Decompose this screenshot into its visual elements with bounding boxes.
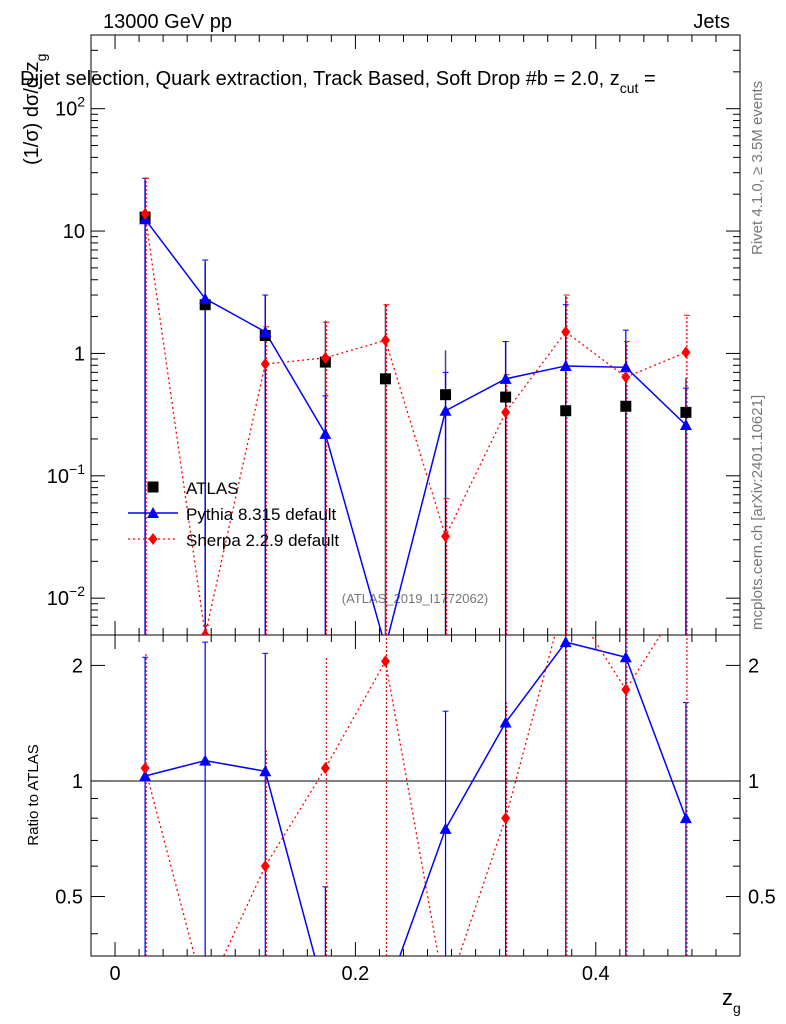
legend: ATLAS Pythia 8.315 default Sherpa 2.2.9 de… <box>128 479 339 550</box>
legend-pythia-label: Pythia 8.315 default <box>186 505 337 524</box>
x-tick-label: 0.4 <box>582 963 610 985</box>
ratio-pythia-point <box>199 754 212 766</box>
energy-label: 13000 GeV pp <box>103 11 232 33</box>
x-axis-title-sub: g <box>733 1000 741 1016</box>
ratio-sherpa-line <box>144 635 662 956</box>
ratio-sherpa-point <box>140 762 150 775</box>
mcplots-reference-label: mcplots.cern.ch [arXiv:2401.10621] <box>749 395 766 630</box>
ratio-y-tick-label-right: 0.5 <box>748 887 776 909</box>
sherpa-point <box>501 406 511 419</box>
main-y-tick-label-exp: 2 <box>77 94 85 110</box>
pythia-point <box>619 361 632 373</box>
ratio-axes: 0 0.2 0.4 0.5 0.5 1 1 2 2 <box>55 635 776 985</box>
main-y-tick-label-base: 10 <box>47 588 69 610</box>
ratio-pythia-line <box>144 641 687 956</box>
ratio-pythia-point <box>439 822 452 834</box>
pythia-line <box>144 218 687 635</box>
sherpa-point <box>681 346 691 359</box>
ratio-sherpa-point <box>320 762 330 775</box>
legend-pythia-marker <box>147 507 159 518</box>
pythia-point <box>379 641 391 652</box>
plot-title-sub: cut <box>620 80 639 96</box>
rivet-version-label: Rivet 4.1.0, ≥ 3.5M events <box>749 81 766 255</box>
main-y-tick-label-base: 10 <box>63 221 85 243</box>
x-axis-title: zg <box>722 985 741 1016</box>
pythia-point <box>439 404 452 416</box>
main-y-tick-label-base: 10 <box>47 466 69 488</box>
ratio-pythia-point <box>139 770 152 782</box>
ratio-pythia-point <box>619 651 632 663</box>
atlas-point <box>379 373 391 385</box>
plot-title: Dijet selection, Quark extraction, Track… <box>20 68 656 96</box>
sherpa-line <box>144 213 687 635</box>
main-y-tick-label-exp: −1 <box>69 461 85 477</box>
x-tick-label: 0.2 <box>342 963 370 985</box>
ratio-sherpa-point <box>501 812 511 825</box>
main-y-tick-label-base: 10 <box>55 99 77 121</box>
sherpa-point <box>621 371 631 384</box>
main-y-tick-label: 10 <box>63 221 85 243</box>
ratio-panel-frame <box>90 634 741 957</box>
ratio-sherpa-point <box>260 860 270 873</box>
ratio-axis-title: Ratio to ATLAS <box>25 744 42 845</box>
atlas-point <box>560 405 572 417</box>
legend-sherpa-marker <box>148 533 158 545</box>
ratio-y-tick-label-left: 0.5 <box>55 887 83 909</box>
main-y-tick-label: 10−1 <box>47 461 85 488</box>
atlas-point <box>500 391 512 403</box>
sherpa-point <box>140 207 150 220</box>
atlas-point <box>620 400 632 412</box>
ratio-pythia-point <box>679 812 692 824</box>
sherpa-point <box>260 357 270 370</box>
pythia-point <box>259 325 272 337</box>
ratio-sherpa-point <box>201 990 210 1002</box>
sherpa-point <box>380 334 390 347</box>
analysis-tag: (ATLAS_2019_I1772062) <box>342 591 488 606</box>
sherpa-point <box>200 629 210 635</box>
main-y-tick-label-base: 1 <box>74 343 85 365</box>
sherpa-point <box>441 530 451 543</box>
legend-atlas-label: ATLAS <box>186 479 239 498</box>
atlas-point <box>680 406 692 418</box>
x-tick-label: 0 <box>109 963 120 985</box>
pythia-point <box>559 359 572 371</box>
category-label: Jets <box>693 11 730 33</box>
sherpa-point <box>561 325 571 338</box>
y-axis-title-main: (1/σ) dσ/d z <box>21 61 43 165</box>
atlas-point <box>440 389 452 401</box>
pythia-point <box>319 427 332 439</box>
ratio-sherpa-point <box>380 655 390 668</box>
ratio-pythia-point <box>319 990 331 1001</box>
ratio-pythia-point <box>559 636 572 648</box>
pythia-point <box>499 372 512 384</box>
main-y-tick-label: 102 <box>55 94 85 121</box>
sherpa-point <box>320 351 330 364</box>
ratio-pythia-point <box>499 716 512 728</box>
legend-sherpa-label: Sherpa 2.2.9 default <box>186 531 339 550</box>
ratio-y-tick-label-left: 2 <box>72 655 83 677</box>
ratio-pythia-point <box>379 990 391 1001</box>
y-axis-title-sub: g <box>33 54 49 62</box>
main-y-tick-label-exp: −2 <box>69 583 85 599</box>
ratio-sherpa-point <box>621 683 631 696</box>
main-series <box>139 177 692 652</box>
legend-atlas-marker <box>147 481 159 493</box>
ratio-series <box>139 635 692 1002</box>
pythia-point <box>199 292 212 304</box>
ratio-pythia-point <box>259 765 272 777</box>
main-y-tick-label: 10−2 <box>47 583 85 610</box>
ratio-sherpa-point <box>441 990 450 1002</box>
main-y-tick-label: 1 <box>74 343 85 365</box>
plot-title-tail: = <box>638 68 655 90</box>
ratio-y-tick-label-left: 1 <box>72 771 83 793</box>
ratio-y-tick-label-right: 1 <box>748 771 759 793</box>
x-axis-title-main: z <box>722 985 733 1010</box>
plot-title-main: Dijet selection, Quark extraction, Track… <box>20 68 620 90</box>
y-axis-title: (1/σ) dσ/d zg <box>21 54 49 165</box>
ratio-y-tick-label-right: 2 <box>748 655 759 677</box>
pythia-point <box>679 419 692 431</box>
atlas-point <box>199 299 211 311</box>
